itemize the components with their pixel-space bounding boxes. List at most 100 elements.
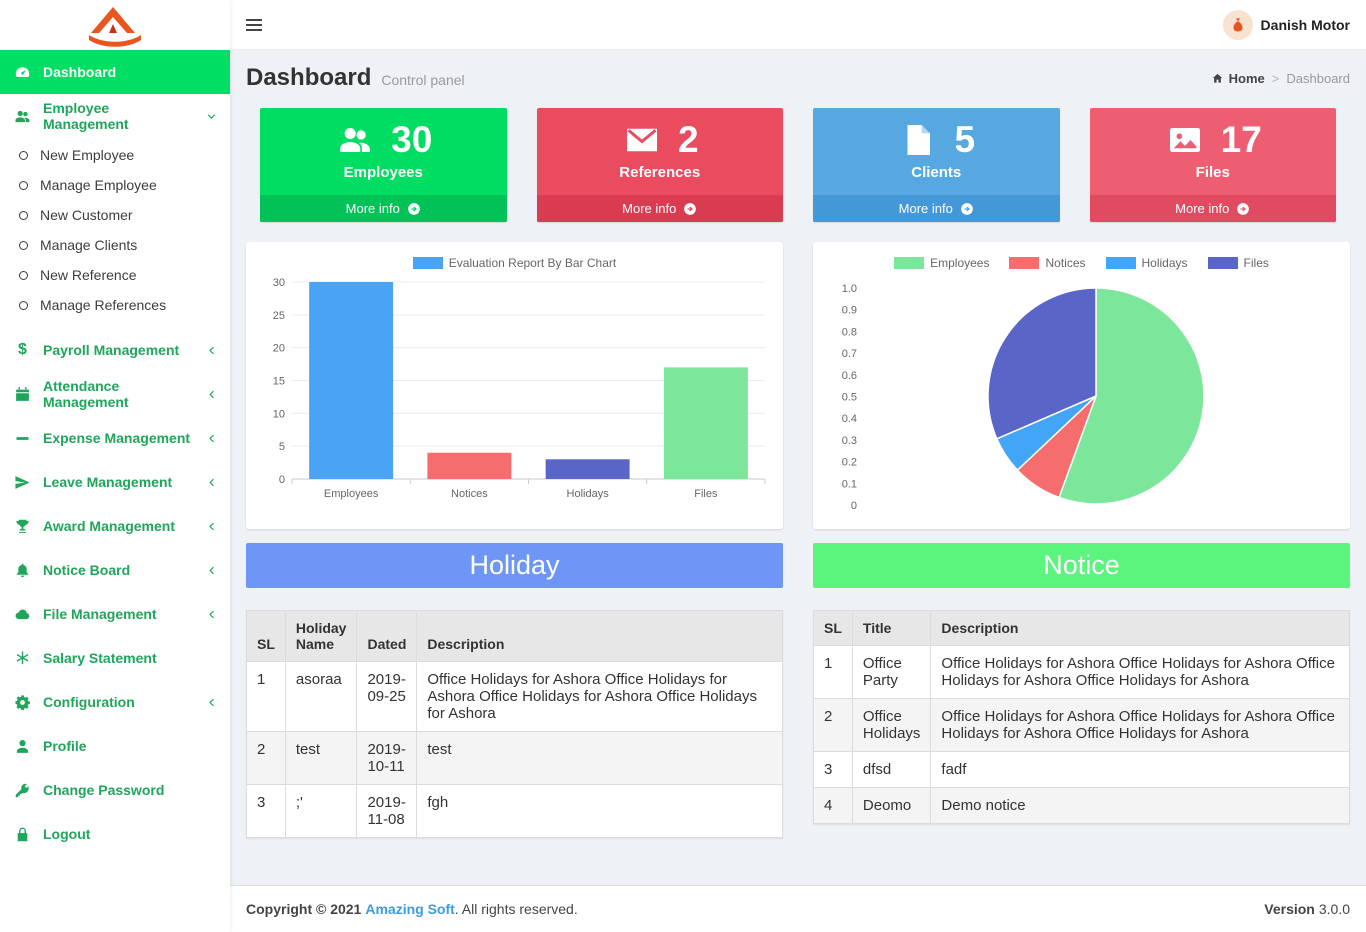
bar-chart-title: Evaluation Report By Bar Chart [448, 256, 617, 270]
sidebar-item-notice-board[interactable]: Notice Board [0, 548, 230, 592]
sidebar-subitem-new-reference[interactable]: New Reference [0, 260, 230, 290]
cell: dfsd [851, 751, 932, 788]
table-header-row: SL Holiday Name Dated Description [246, 610, 783, 662]
sidebar-item-file-management[interactable]: File Management [0, 592, 230, 636]
table-row: 2 test 2019-10-11 test [246, 731, 783, 785]
svg-text:Files: Files [694, 488, 718, 500]
content-header: Dashboard Control panel Home > Dashboard [246, 60, 1350, 108]
legend-item[interactable]: Evaluation Report By Bar Chart [412, 256, 617, 270]
envelope-icon [626, 128, 657, 151]
sidebar-item-salary-statement[interactable]: Salary Statement [0, 636, 230, 680]
legend-item[interactable]: Holidays [1105, 256, 1188, 270]
more-info-link[interactable]: More info [536, 195, 783, 222]
circle-icon [19, 210, 28, 220]
references-box[interactable]: 2 References More info [536, 108, 783, 222]
sidebar-item-leave-management[interactable]: Leave Management [0, 460, 230, 504]
cell: 2019-09-25 [356, 661, 418, 732]
sidebar-item-label: Payroll Management [43, 342, 180, 358]
bar-chart: 0 5 10 15 20 25 30 Employees Notices Holidays File… [273, 277, 766, 500]
table-header-row: SL Title Description [813, 610, 1350, 646]
more-info-link[interactable]: More info [1089, 195, 1336, 222]
main-area: Danish Motor Dashboard Control panel Hom… [230, 0, 1366, 932]
pie-chart-panel: Employees Notices Holidays Files 1.0 0.9 0… [813, 242, 1350, 529]
circle-icon [19, 240, 28, 250]
clients-box[interactable]: 5 Clients More info [813, 108, 1060, 222]
sidebar-item-attendance-management[interactable]: Attendance Management [0, 372, 230, 416]
cell: 2019-10-11 [356, 731, 418, 785]
chevron-left-icon [209, 390, 214, 398]
cell: fadf [930, 751, 1350, 788]
user-name: Danish Motor [1260, 16, 1350, 33]
bar-legend-swatch [412, 257, 443, 269]
sidebar-item-change-password[interactable]: Change Password [0, 768, 230, 812]
table-row: 1 Office Party Office Holidays for Ashor… [813, 645, 1350, 699]
table-row: 4 Deomo Demo notice [813, 787, 1350, 824]
sidebar-item-configuration[interactable]: Configuration [0, 680, 230, 724]
sidebar-item-label: Dashboard [43, 64, 117, 80]
sidebar-item-employee-management[interactable]: Employee Management [0, 94, 230, 138]
sidebar-item-logout[interactable]: Logout [0, 812, 230, 856]
notice-header: Notice [813, 543, 1350, 588]
sidebar-subitem-new-customer[interactable]: New Customer [0, 200, 230, 230]
version-label: Version [1264, 901, 1315, 917]
money-bag-icon [1222, 9, 1253, 40]
user-menu[interactable]: Danish Motor [1222, 9, 1350, 40]
cell: test [284, 731, 358, 785]
employees-box[interactable]: 30 Employees More info [260, 108, 507, 222]
subitem-label: New Employee [40, 147, 135, 163]
sidebar-item-dashboard[interactable]: Dashboard [0, 50, 230, 94]
sidebar-subitem-manage-employee[interactable]: Manage Employee [0, 170, 230, 200]
sidebar-subitem-manage-clients[interactable]: Manage Clients [0, 230, 230, 260]
svg-text:0.1: 0.1 [842, 478, 857, 490]
svg-text:30: 30 [273, 277, 285, 289]
sidebar-item-label: Logout [43, 826, 91, 842]
legend-swatch [894, 257, 925, 269]
table-row: 3 dfsd fadf [813, 751, 1350, 788]
home-icon [1212, 73, 1222, 83]
legend-swatch [1105, 257, 1136, 269]
sidebar-subitem-new-employee[interactable]: New Employee [0, 140, 230, 170]
bar-chart-panel: Evaluation Report By Bar Chart 0 5 10 15 20 2… [246, 242, 783, 529]
app-logo[interactable] [0, 0, 230, 50]
charts-row: Evaluation Report By Bar Chart 0 5 10 15 20 2… [246, 242, 1350, 529]
sidebar-item-expense-management[interactable]: Expense Management [0, 416, 230, 460]
box-label: Employees [343, 164, 423, 181]
breadcrumb-home-link[interactable]: Home [1211, 71, 1265, 86]
sidebar-subitem-manage-references[interactable]: Manage References [0, 290, 230, 320]
trophy-icon [13, 518, 32, 535]
legend-item[interactable]: Employees [894, 256, 989, 270]
company-link[interactable]: Amazing Soft [365, 901, 455, 917]
copyright-text: Copyright © 2021 [246, 901, 362, 917]
more-info-link[interactable]: More info [813, 195, 1060, 222]
cell: Office Holidays for Ashora Office Holida… [930, 645, 1350, 699]
sidebar-item-payroll-management[interactable]: $ Payroll Management [0, 328, 230, 372]
sidebar-toggle-button[interactable] [246, 18, 262, 32]
legend-swatch [1009, 257, 1040, 269]
sidebar-item-award-management[interactable]: Award Management [0, 504, 230, 548]
legend-item[interactable]: Notices [1009, 256, 1086, 270]
legend-item[interactable]: Files [1207, 256, 1269, 270]
logo-icon [89, 7, 141, 47]
cell: Office Holidays for Ashora Office Holida… [416, 661, 783, 732]
subitem-label: Manage References [40, 297, 167, 313]
files-box[interactable]: 17 Files More info [1089, 108, 1336, 222]
tachometer-icon [13, 64, 32, 81]
holiday-header: Holiday [246, 543, 783, 588]
chevron-left-icon [209, 478, 214, 486]
sidebar-item-label: Leave Management [43, 474, 173, 490]
svg-text:0: 0 [279, 474, 285, 486]
cell: ;' [284, 784, 358, 838]
notice-section: Notice SL Title Description 1 [813, 543, 1350, 824]
sidebar-item-label: File Management [43, 606, 157, 622]
subitem-label: Manage Employee [40, 177, 157, 193]
sidebar-item-profile[interactable]: Profile [0, 724, 230, 768]
sidebar-item-label: Profile [43, 738, 87, 754]
topbar: Danish Motor [230, 0, 1366, 50]
version-number: 3.0.0 [1318, 901, 1350, 917]
subitem-label: New Reference [40, 267, 137, 283]
box-label: Clients [911, 164, 962, 181]
more-info-link[interactable]: More info [260, 195, 507, 222]
chevron-left-icon [209, 434, 214, 442]
rights-text: . All rights reserved. [454, 901, 578, 917]
svg-text:0: 0 [851, 500, 857, 512]
